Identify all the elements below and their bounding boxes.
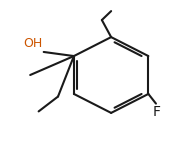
Text: OH: OH [23, 38, 42, 51]
Text: F: F [153, 105, 161, 119]
